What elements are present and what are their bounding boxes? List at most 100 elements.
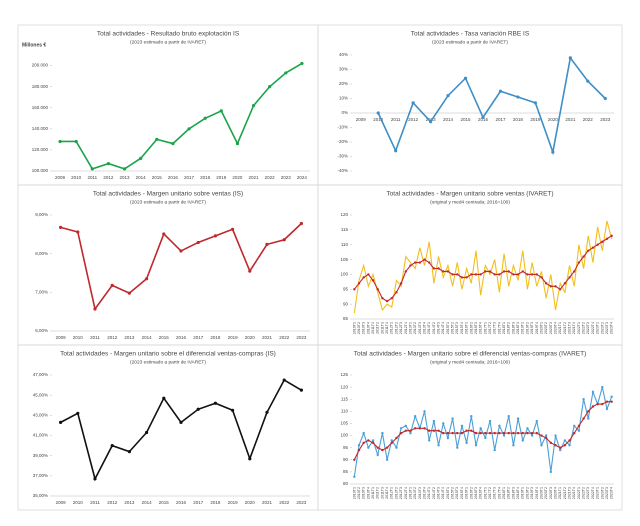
y-tick-label: 41,00% bbox=[33, 433, 48, 438]
x-tick-label: 2013T1 bbox=[408, 487, 412, 499]
point bbox=[432, 419, 436, 423]
point bbox=[231, 227, 235, 231]
point bbox=[409, 431, 412, 435]
point bbox=[582, 255, 585, 258]
x-tick-label: 2015T3 bbox=[455, 487, 459, 499]
x-tick-label: 2011 bbox=[87, 175, 97, 180]
point bbox=[521, 431, 524, 435]
point bbox=[404, 270, 408, 273]
point bbox=[451, 431, 454, 435]
point bbox=[605, 400, 609, 403]
x-tick-label: 2023T3 bbox=[605, 322, 609, 334]
x-tick-label: 2014T1 bbox=[427, 487, 431, 499]
x-tick-label: 2012 bbox=[107, 335, 118, 340]
x-tick-label: 2013T4 bbox=[422, 487, 426, 499]
point bbox=[93, 477, 97, 481]
point bbox=[362, 441, 365, 445]
x-tick-label: 2012T2 bbox=[394, 487, 398, 499]
x-tick-label: 2014T2 bbox=[432, 322, 436, 334]
point bbox=[540, 444, 543, 447]
point bbox=[423, 410, 426, 413]
point bbox=[498, 431, 501, 435]
point bbox=[357, 448, 361, 452]
point bbox=[427, 429, 431, 432]
point bbox=[605, 407, 609, 411]
x-tick-label: 2016 bbox=[176, 335, 187, 340]
point bbox=[540, 434, 543, 437]
point bbox=[587, 417, 590, 420]
x-tick-label: 2020T3 bbox=[549, 487, 553, 499]
point bbox=[563, 444, 567, 447]
point bbox=[558, 446, 562, 449]
x-tick-label: 2019T2 bbox=[525, 322, 529, 334]
point bbox=[139, 156, 143, 160]
point bbox=[512, 273, 515, 276]
point bbox=[474, 444, 478, 447]
x-tick-label: 2020T1 bbox=[539, 487, 543, 499]
y-tick-label: 100.000 bbox=[32, 168, 49, 173]
x-tick-label: 2022T1 bbox=[577, 322, 581, 334]
x-tick-label: 2015T1 bbox=[446, 322, 450, 334]
point bbox=[488, 431, 492, 435]
point bbox=[521, 270, 524, 273]
point bbox=[573, 431, 576, 435]
point bbox=[451, 273, 454, 276]
point bbox=[390, 439, 393, 442]
x-tick-label: 2013T3 bbox=[418, 487, 422, 499]
x-tick-label: 2017 bbox=[495, 117, 506, 122]
x-tick-label: 2018T3 bbox=[511, 322, 515, 334]
y-tick-label: 20% bbox=[339, 81, 348, 86]
x-tick-label: 2018T2 bbox=[507, 322, 511, 334]
point bbox=[521, 439, 524, 442]
x-tick-label: 2009 bbox=[56, 500, 67, 505]
point bbox=[437, 267, 440, 270]
x-tick-label: 2020T4 bbox=[553, 322, 557, 334]
point bbox=[507, 414, 510, 418]
y-tick-label: 7,00% bbox=[35, 290, 48, 295]
x-tick-label: 2019T4 bbox=[535, 487, 539, 499]
point bbox=[446, 270, 450, 273]
point bbox=[456, 273, 459, 276]
y-tick-label: 47,00% bbox=[33, 372, 48, 377]
point bbox=[284, 71, 288, 75]
point bbox=[376, 453, 379, 457]
point bbox=[409, 429, 412, 432]
point bbox=[463, 76, 468, 80]
point bbox=[610, 234, 613, 237]
point bbox=[437, 429, 440, 432]
point bbox=[465, 441, 468, 445]
point bbox=[516, 273, 520, 276]
point bbox=[59, 420, 63, 424]
x-tick-label: 2013 bbox=[426, 117, 437, 122]
point bbox=[587, 249, 590, 252]
point bbox=[187, 127, 191, 131]
x-tick-label: 2021T4 bbox=[572, 487, 576, 499]
x-tick-label: 2012T2 bbox=[394, 322, 398, 334]
point bbox=[481, 115, 485, 119]
x-tick-label: 2016 bbox=[176, 500, 187, 505]
point bbox=[586, 79, 590, 83]
x-tick-label: 2023T4 bbox=[610, 322, 614, 334]
point bbox=[568, 56, 572, 60]
x-tick-label: 2015T2 bbox=[451, 487, 455, 499]
x-tick-label: 2023T4 bbox=[610, 487, 614, 499]
point bbox=[282, 378, 286, 382]
x-tick-label: 2012T1 bbox=[390, 322, 394, 334]
point bbox=[591, 390, 595, 394]
x-tick-label: 2015 bbox=[159, 500, 170, 505]
point bbox=[395, 291, 398, 294]
point bbox=[544, 282, 548, 285]
x-tick-label: 2015T4 bbox=[460, 322, 464, 334]
y-tick-label: 35,00% bbox=[33, 493, 48, 498]
point bbox=[470, 273, 473, 276]
point bbox=[265, 410, 269, 414]
point bbox=[516, 417, 520, 420]
x-tick-label: 2021T1 bbox=[558, 322, 562, 334]
x-tick-label: 2021T1 bbox=[558, 487, 562, 499]
point bbox=[437, 444, 440, 447]
y-tick-label: 125 bbox=[340, 372, 348, 377]
x-tick-label: 2014T2 bbox=[432, 487, 436, 499]
x-tick-label: 2013T2 bbox=[413, 487, 417, 499]
x-tick-label: 2022T4 bbox=[591, 487, 595, 499]
